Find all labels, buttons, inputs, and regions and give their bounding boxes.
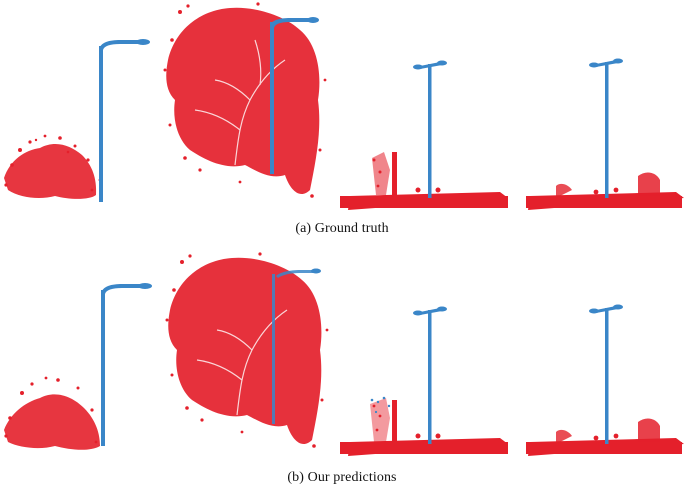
predictions-row — [0, 248, 684, 458]
vegetation-points — [4, 376, 100, 450]
scene-street-light-1 — [340, 306, 508, 456]
scene-tree-lamp — [163, 2, 327, 198]
scene-street-light-1 — [340, 60, 508, 210]
ground-plane — [526, 438, 684, 456]
vegetation-points — [372, 152, 441, 198]
street-light-pole — [589, 58, 623, 198]
ground-truth-row — [0, 0, 684, 210]
street-light-pole — [413, 306, 447, 444]
vegetation-points — [556, 172, 660, 198]
scene-street-light-2 — [526, 58, 684, 210]
ground-truth-point-clouds — [4, 2, 684, 210]
scene-bush-lamp — [4, 39, 150, 202]
street-light-pole — [589, 304, 623, 444]
lamp-post — [101, 283, 152, 446]
street-light-pole — [413, 60, 447, 198]
lamp-post — [272, 268, 321, 424]
misclassified-points — [370, 396, 391, 414]
scene-tree-lamp — [165, 252, 329, 448]
scene-street-light-2 — [526, 304, 684, 456]
vegetation-points — [4, 134, 102, 199]
lamp-post — [99, 39, 150, 202]
vegetation-points — [370, 398, 441, 444]
prediction-point-clouds — [4, 252, 684, 456]
ground-plane — [340, 438, 508, 456]
vegetation-points — [556, 418, 660, 444]
tree-points — [163, 2, 327, 198]
ground-plane — [340, 192, 508, 210]
scene-bush-lamp — [4, 283, 152, 450]
ground-plane — [526, 192, 684, 210]
lamp-post — [270, 17, 319, 174]
tree-points — [165, 252, 329, 448]
caption-predictions: (b) Our predictions — [287, 470, 397, 485]
caption-ground-truth: (a) Ground truth — [295, 221, 389, 236]
